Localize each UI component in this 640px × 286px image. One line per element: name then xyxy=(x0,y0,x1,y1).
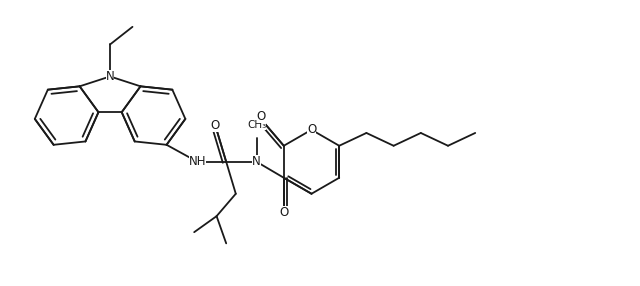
Text: NH: NH xyxy=(189,155,206,168)
Text: O: O xyxy=(279,206,289,219)
Text: CH₃: CH₃ xyxy=(247,120,266,130)
Text: N: N xyxy=(252,155,261,168)
Text: O: O xyxy=(257,110,266,124)
Text: O: O xyxy=(211,119,220,132)
Text: N: N xyxy=(106,70,115,83)
Text: O: O xyxy=(307,123,316,136)
